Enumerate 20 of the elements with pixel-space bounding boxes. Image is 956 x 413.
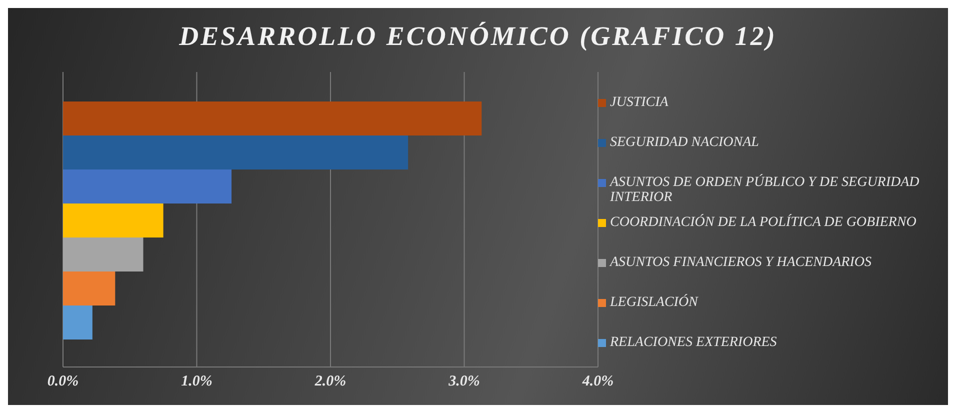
x-tick-label: 1.0% bbox=[181, 374, 212, 390]
x-tick-label: 2.0% bbox=[314, 374, 346, 390]
bar bbox=[63, 238, 144, 272]
bar bbox=[63, 136, 408, 170]
bar bbox=[63, 102, 482, 136]
legend-label: SEGURIDAD NACIONAL bbox=[610, 134, 759, 150]
legend-label: RELACIONES EXTERIORES bbox=[610, 334, 777, 350]
x-tick-label: 4.0% bbox=[581, 374, 614, 390]
bar bbox=[63, 272, 116, 306]
bar bbox=[63, 204, 164, 238]
x-tick-label: 0.0% bbox=[47, 374, 79, 390]
legend-label: COORDINACIÓN DE LA POLÍTICA DE GOBIERNO bbox=[610, 214, 916, 230]
legend-label: ASUNTOS FINANCIEROS Y HACENDARIOS bbox=[610, 254, 872, 270]
x-tick-label: 3.0% bbox=[448, 374, 480, 390]
legend-label: ASUNTOS DE ORDEN PÚBLICO Y DE SEGURIDAD INTERIOR bbox=[610, 174, 920, 204]
bar bbox=[63, 170, 232, 204]
legend-label: LEGISLACIÓN bbox=[610, 294, 698, 310]
legend-label: JUSTICIA bbox=[610, 94, 668, 110]
bar bbox=[63, 306, 92, 340]
chart-title: DESARROLLO ECONÓMICO (GRAFICO 12) bbox=[178, 20, 778, 53]
